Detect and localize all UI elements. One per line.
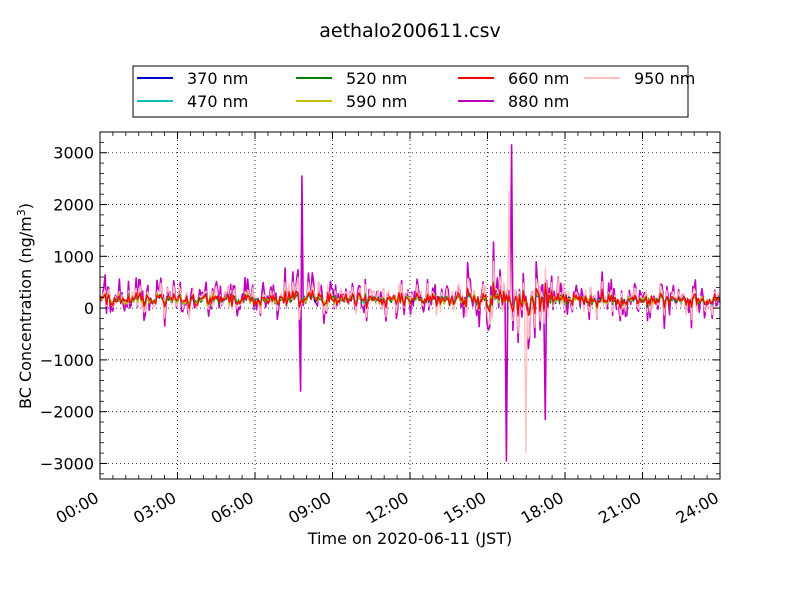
legend-label: 520 nm	[346, 69, 407, 88]
y-tick-label: 3000	[53, 144, 94, 163]
x-tick-label: 09:00	[285, 488, 334, 528]
x-tick-label: 15:00	[440, 488, 489, 528]
y-tick-label: 2000	[53, 196, 94, 215]
chart-title: aethalo200611.csv	[319, 20, 501, 42]
y-tick-labels: 3000 2000 1000 0 −1000 −2000 −3000	[40, 144, 94, 474]
y-axis-label: BC Concentration (ng/m3)	[15, 203, 35, 409]
legend-label: 590 nm	[346, 92, 407, 111]
series-line-950-nm	[99, 190, 721, 454]
x-tick-label: 00:00	[53, 488, 102, 528]
y-tick-label: −2000	[40, 403, 94, 422]
x-tick-labels: 00:00 03:00 06:00 09:00 12:00 15:00 18:00 21:00…	[53, 488, 722, 528]
legend-label: 950 nm	[634, 69, 695, 88]
x-axis-label: Time on 2020-06-11 (JST)	[307, 529, 512, 548]
y-tick-label: 0	[84, 299, 94, 318]
y-tick-label: 1000	[53, 247, 94, 266]
x-tick-label: 03:00	[130, 488, 179, 528]
legend-label: 880 nm	[508, 92, 569, 111]
legend-label: 470 nm	[187, 92, 248, 111]
x-tick-label: 21:00	[595, 488, 644, 528]
series-line-660-nm	[99, 282, 721, 317]
x-tick-label: 24:00	[673, 488, 722, 528]
legend-label: 370 nm	[187, 69, 248, 88]
series-lines	[99, 144, 721, 462]
x-tick-label: 06:00	[208, 488, 257, 528]
x-tick-label: 12:00	[363, 488, 412, 528]
y-tick-label: −1000	[40, 351, 94, 370]
x-tick-label: 18:00	[518, 488, 567, 528]
legend: 370 nm 470 nm 520 nm 590 nm 660 nm 880 nm 950 …	[132, 65, 695, 118]
legend-box	[132, 65, 689, 118]
ticks	[99, 131, 721, 479]
legend-label: 660 nm	[508, 69, 569, 88]
y-tick-label: −3000	[40, 454, 94, 473]
